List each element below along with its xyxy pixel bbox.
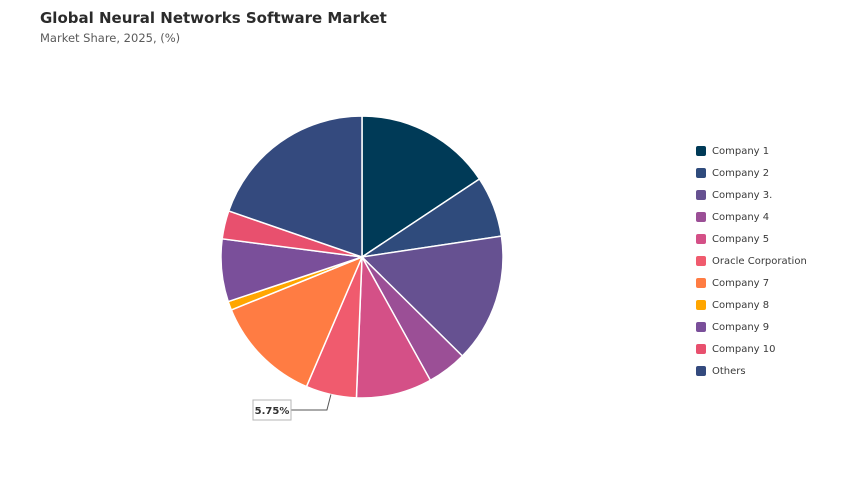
legend-item-company-3[interactable]: Company 3. [696,184,846,206]
pie-slice-company-7[interactable] [230,256,363,388]
data-label-leader-line [291,394,332,411]
legend-label: Company 10 [712,343,776,355]
legend-label: Others [712,365,746,377]
legend-item-others[interactable]: Others [696,360,846,382]
legend-label: Company 4 [712,211,770,223]
legend-item-company-4[interactable]: Company 4 [696,206,846,228]
chart-legend: Company 1 Company 2 Company 3. Company 4 Com… [696,140,846,382]
legend-item-oracle-corporation[interactable]: Oracle Corporation [696,250,846,272]
legend-label: Company 1 [712,145,770,157]
legend-label: Company 7 [712,277,770,289]
legend-swatch [696,234,706,244]
pie-slice-company-3[interactable] [361,235,504,357]
legend-item-company-8[interactable]: Company 8 [696,294,846,316]
data-label: 5.75% [255,406,290,417]
legend-swatch [696,278,706,288]
legend-swatch [696,168,706,178]
legend-label: Oracle Corporation [712,255,807,267]
legend-swatch [696,344,706,354]
legend-swatch [696,300,706,310]
legend-item-company-5[interactable]: Company 5 [696,228,846,250]
pie-slice-others[interactable] [227,115,363,258]
data-label-box [252,399,292,421]
legend-swatch [696,256,706,266]
legend-label: Company 9 [712,321,770,333]
legend-swatch [696,212,706,222]
chart-title: Global Neural Networks Software Market [40,9,387,27]
legend-item-company-1[interactable]: Company 1 [696,140,846,162]
legend-swatch [696,322,706,332]
legend-item-company-9[interactable]: Company 9 [696,316,846,338]
legend-label: Company 5 [712,233,770,245]
legend-item-company-2[interactable]: Company 2 [696,162,846,184]
legend-label: Company 8 [712,299,770,311]
legend-label: Company 2 [712,167,770,179]
legend-swatch [696,146,706,156]
chart-subtitle: Market Share, 2025, (%) [40,31,181,45]
legend-item-company-7[interactable]: Company 7 [696,272,846,294]
legend-label: Company 3. [712,189,773,201]
pie-slice-company-1[interactable] [361,115,481,258]
legend-item-company-10[interactable]: Company 10 [696,338,846,360]
legend-swatch [696,366,706,376]
legend-swatch [696,190,706,200]
